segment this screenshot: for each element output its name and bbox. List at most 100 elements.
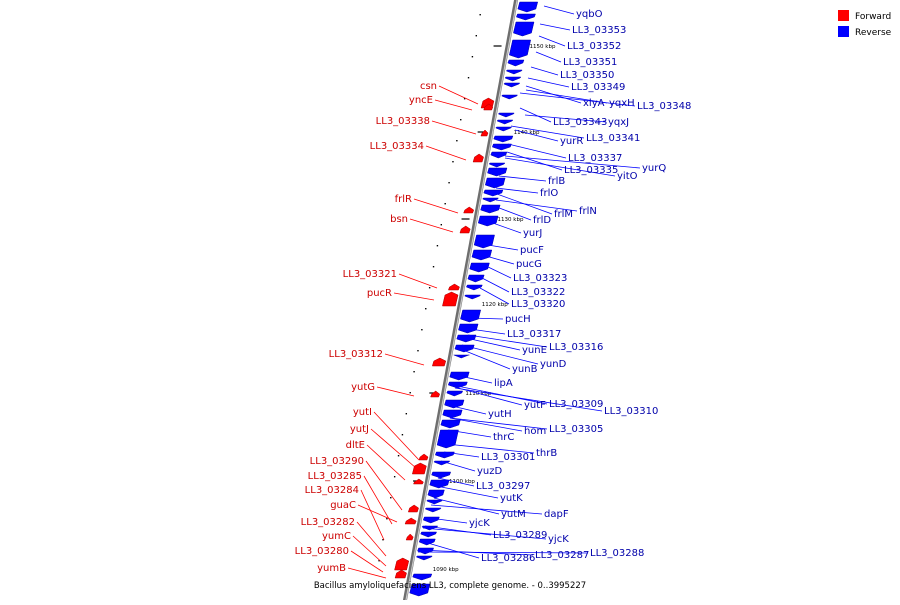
forward-leader-line xyxy=(350,550,384,573)
reverse-gene-label-yuzd: yuzD xyxy=(477,466,503,477)
reverse-gene-label-ll3-03288: LL3_03288 xyxy=(590,548,644,559)
reverse-leader-line xyxy=(479,287,510,305)
forward-gene-label-yuti: yutI xyxy=(353,407,372,418)
forward-leader-line xyxy=(409,218,454,233)
minor-tick xyxy=(417,350,419,352)
reverse-leader-line xyxy=(429,517,468,524)
reverse-gene-feature xyxy=(504,76,522,82)
reverse-leader-line xyxy=(483,264,512,279)
forward-gene-feature xyxy=(407,504,419,513)
forward-leader-line xyxy=(356,521,387,557)
reverse-gene-feature xyxy=(484,177,506,189)
reverse-gene-label-ll3-03350: LL3_03350 xyxy=(560,70,614,81)
forward-gene-label-yutj: yutJ xyxy=(350,424,369,435)
reverse-leader-line xyxy=(459,375,493,384)
forward-gene-label-ll3-03321: LL3_03321 xyxy=(343,269,397,280)
reverse-gene-label-yqbo: yqbO xyxy=(576,9,603,20)
reverse-gene-label-ll3-03309: LL3_03309 xyxy=(549,399,603,410)
forward-leader-line xyxy=(384,353,425,366)
minor-tick xyxy=(467,77,470,79)
forward-gene-feature xyxy=(405,533,414,541)
reverse-gene-feature xyxy=(495,126,513,132)
reverse-gene-feature xyxy=(420,531,437,538)
forward-gene-label-ll3-03285: LL3_03285 xyxy=(308,471,362,482)
forward-gene-label-pucr: pucR xyxy=(367,288,392,299)
reverse-gene-feature xyxy=(507,59,525,67)
reverse-gene-label-xlya: xlyA xyxy=(583,98,605,109)
minor-tick xyxy=(475,35,477,37)
reverse-gene-label-yurj: yurJ xyxy=(523,228,542,239)
reverse-gene-feature xyxy=(442,409,463,419)
forward-gene-label-ll3-03290: LL3_03290 xyxy=(310,456,364,467)
reverse-gene-label-pucg: pucG xyxy=(516,259,542,270)
forward-gene-feature xyxy=(394,557,410,571)
minor-tick xyxy=(463,98,466,100)
reverse-gene-feature xyxy=(417,547,434,555)
reverse-gene-feature xyxy=(503,82,521,88)
forward-leader-line xyxy=(376,386,415,397)
minor-tick xyxy=(390,497,392,499)
reverse-gene-feature xyxy=(458,323,479,334)
reverse-gene-label-yurr: yurR xyxy=(560,136,583,147)
legend-swatch-reverse xyxy=(838,26,849,37)
reverse-gene-feature xyxy=(446,390,464,397)
forward-gene-feature xyxy=(404,517,417,525)
minor-tick xyxy=(393,476,396,478)
reverse-gene-feature xyxy=(490,151,508,159)
reverse-gene-label-frlm: frlM xyxy=(554,209,573,220)
reverse-gene-feature xyxy=(460,309,482,323)
forward-gene-feature xyxy=(472,153,484,163)
reverse-gene-feature xyxy=(491,143,512,151)
reverse-gene-feature xyxy=(416,555,433,561)
forward-gene-label-guac: guaC xyxy=(330,500,356,511)
forward-gene-label-ll3-03334: LL3_03334 xyxy=(370,141,424,152)
reverse-gene-label-frlo: frlO xyxy=(540,188,558,199)
minor-tick xyxy=(382,539,384,541)
reverse-gene-feature xyxy=(466,284,483,291)
reverse-leader-line xyxy=(504,157,616,177)
forward-gene-feature xyxy=(480,129,489,137)
reverse-gene-feature xyxy=(501,94,518,100)
reverse-leader-line xyxy=(462,349,511,370)
genome-caption: Bacillus amyloliquefaciens LL3, complete… xyxy=(314,581,586,591)
reverse-leader-line xyxy=(417,551,589,554)
forward-gene-feature xyxy=(459,225,471,234)
minor-tick xyxy=(456,140,458,142)
reverse-gene-label-yutf: yutF xyxy=(524,400,546,411)
forward-gene-label-ll3-03280: LL3_03280 xyxy=(295,546,349,557)
tick-label: 1110 kbp xyxy=(465,391,491,397)
minor-tick xyxy=(452,161,454,163)
reverse-gene-label-lipa: lipA xyxy=(494,378,513,389)
minor-tick xyxy=(421,329,423,331)
legend-label-reverse: Reverse xyxy=(855,28,892,38)
reverse-gene-label-frln: frlN xyxy=(579,206,597,217)
reverse-gene-feature xyxy=(424,507,442,513)
forward-gene-label-bsn: bsn xyxy=(390,214,408,225)
reverse-leader-line xyxy=(422,527,547,540)
forward-leader-line xyxy=(425,145,467,161)
reverse-gene-label-ll3-03320: LL3_03320 xyxy=(511,299,565,310)
reverse-gene-label-dapf: dapF xyxy=(544,509,569,520)
reverse-leader-line xyxy=(447,429,492,438)
reverse-gene-label-ll3-03349: LL3_03349 xyxy=(571,82,625,93)
reverse-leader-line xyxy=(487,244,519,251)
reverse-leader-line xyxy=(481,277,510,293)
reverse-gene-label-thrb: thrB xyxy=(536,448,557,459)
minor-tick xyxy=(425,308,427,310)
reverse-gene-feature xyxy=(444,399,465,409)
reverse-leader-line xyxy=(485,255,515,265)
reverse-gene-label-hom: hom xyxy=(524,426,546,437)
forward-gene-feature xyxy=(413,478,424,485)
reverse-gene-label-ll3-03289: LL3_03289 xyxy=(493,530,547,541)
reverse-leader-line xyxy=(465,337,521,351)
reverse-gene-feature xyxy=(477,215,499,227)
minor-tick xyxy=(448,182,450,184)
forward-leader-line xyxy=(363,475,393,525)
forward-gene-label-ll3-03282: LL3_03282 xyxy=(301,517,355,528)
reverse-leader-line xyxy=(467,334,548,348)
reverse-gene-label-yjck: yjcK xyxy=(548,534,569,545)
reverse-gene-feature xyxy=(453,354,470,359)
minor-tick xyxy=(440,224,443,226)
reverse-gene-feature xyxy=(488,162,506,168)
